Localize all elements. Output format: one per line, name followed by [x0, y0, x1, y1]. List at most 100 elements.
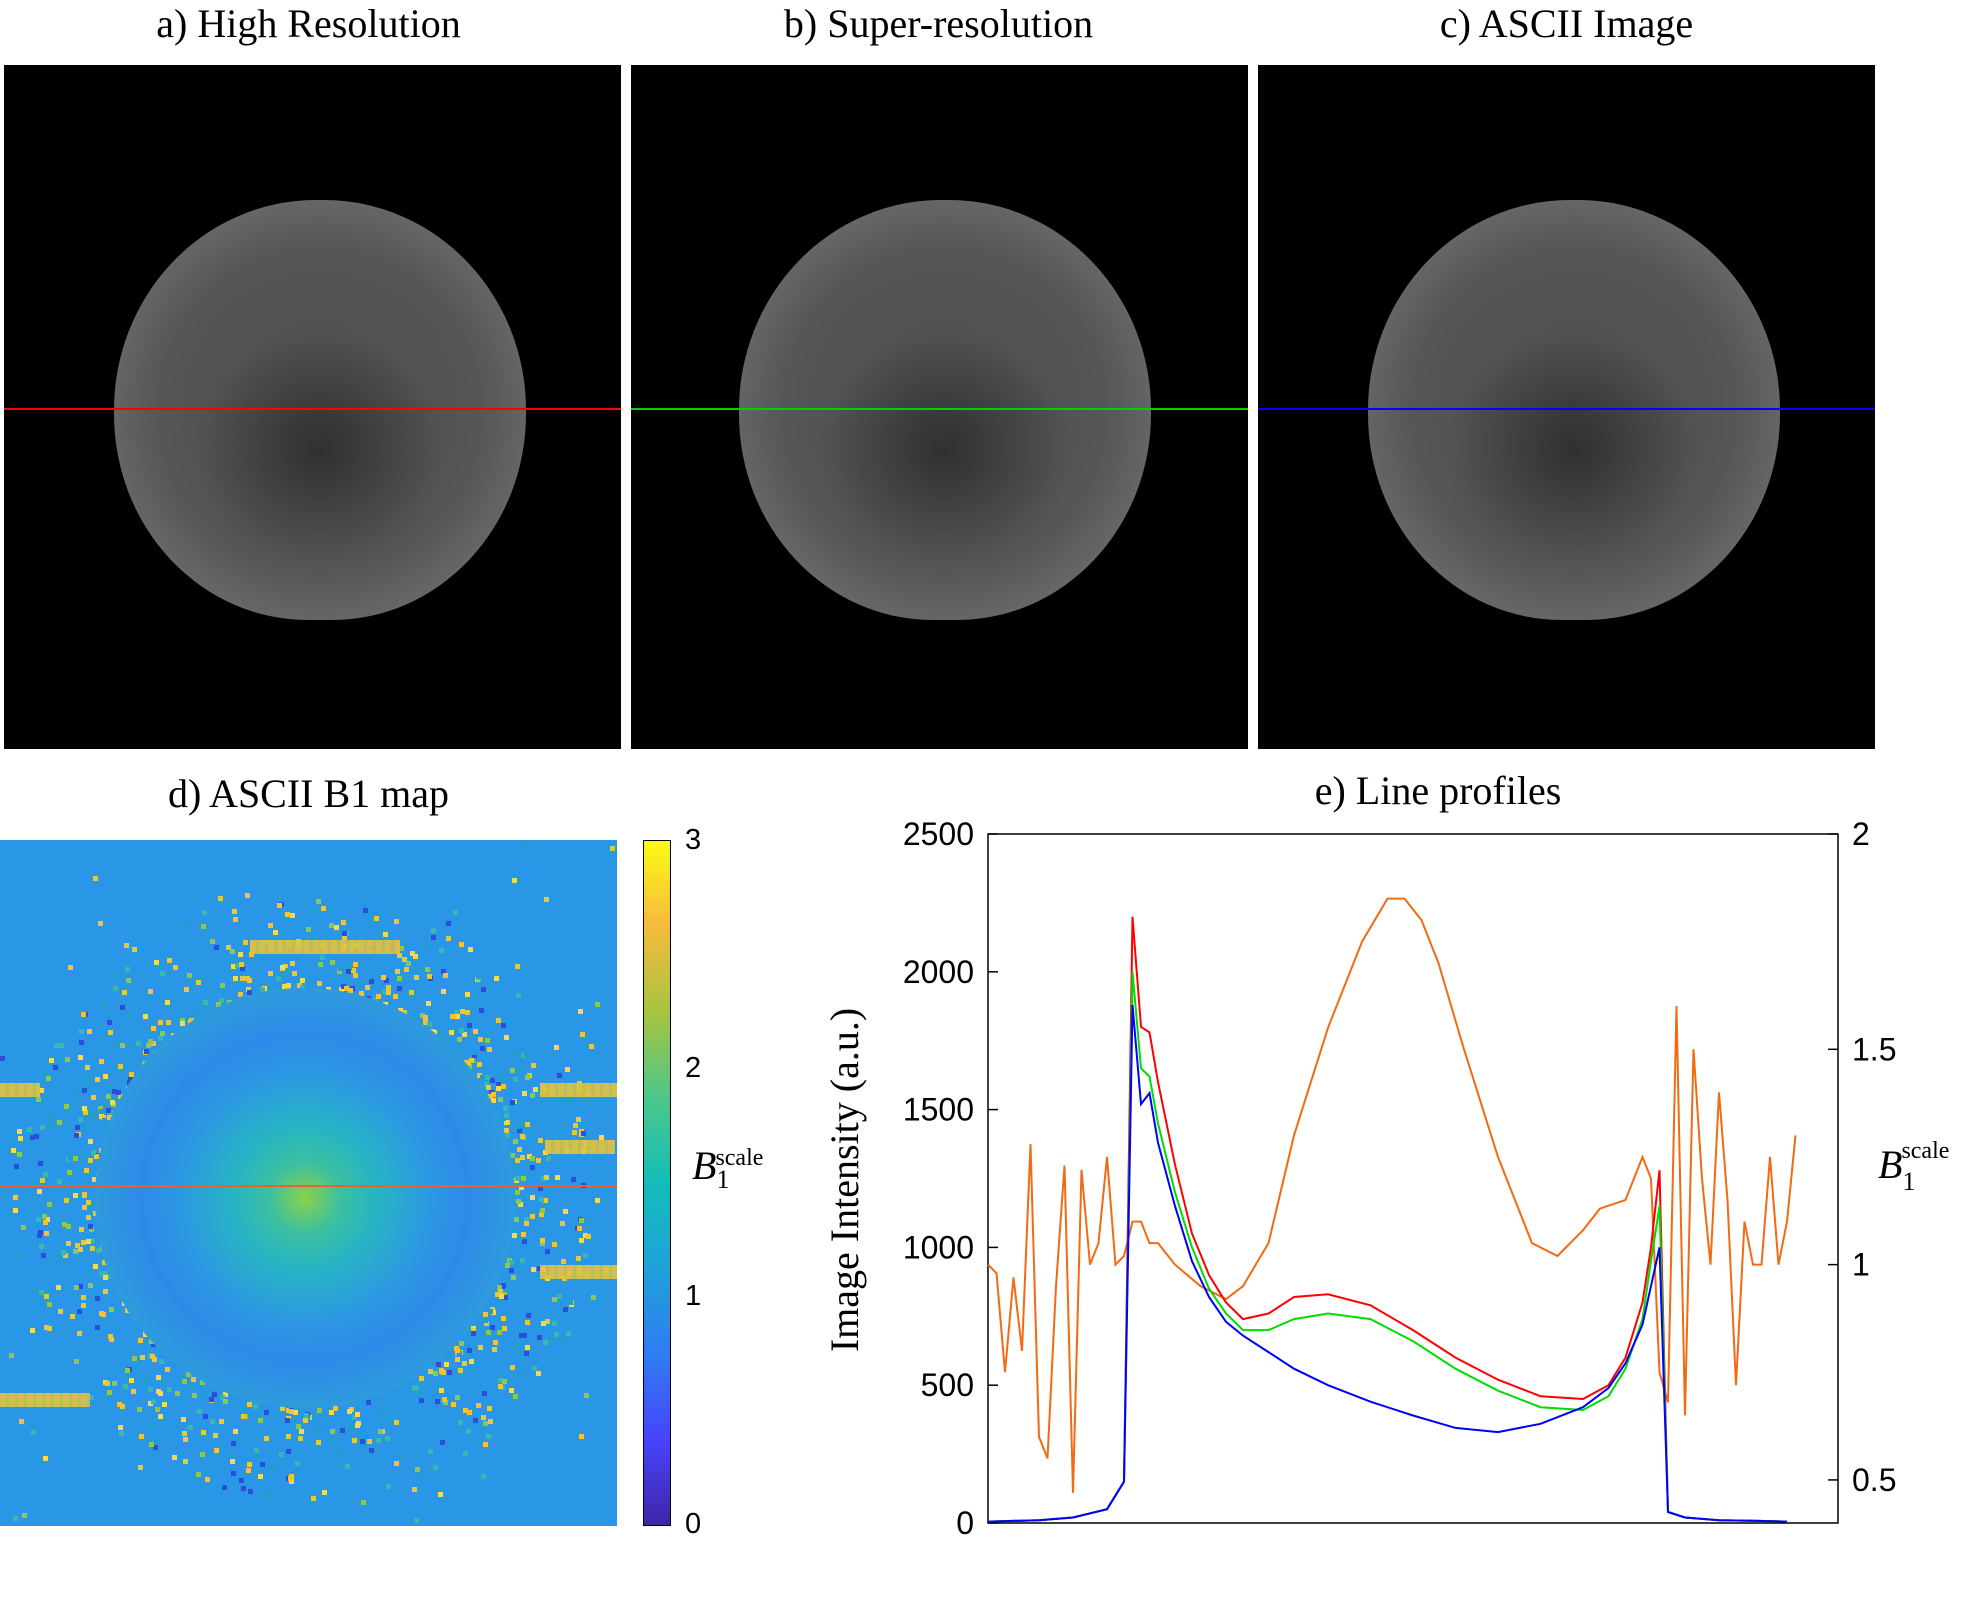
- b1-noise-pixel: [132, 1356, 137, 1361]
- b1-noise-pixel: [182, 1431, 187, 1436]
- panel-d-b1-map-image: [0, 840, 617, 1526]
- b1-noise-pixel: [395, 969, 400, 974]
- b1-noise-pixel: [583, 1253, 588, 1258]
- b1-noise-pixel: [62, 1222, 67, 1227]
- b1-noise-pixel: [43, 1456, 48, 1461]
- b1-noise-pixel: [495, 1292, 500, 1297]
- b1-noise-pixel: [415, 1467, 420, 1472]
- b1-noise-pixel: [394, 1461, 399, 1466]
- b1-noise-pixel: [207, 974, 212, 979]
- b1-noise-pixel: [53, 1065, 58, 1070]
- b1-noise-pixel: [150, 1354, 155, 1359]
- b1-noise-pixel: [382, 989, 387, 994]
- b1-noise-pixel: [486, 1330, 491, 1335]
- b1-noise-pixel: [530, 1195, 535, 1200]
- b1-noise-pixel: [520, 1258, 525, 1263]
- b1-noise-pixel: [77, 1331, 82, 1336]
- b1-noise-pixel: [423, 1020, 428, 1025]
- b1-noise-pixel: [144, 1049, 149, 1054]
- b1-noise-pixel: [515, 1182, 520, 1187]
- b1-noise-pixel: [420, 1013, 425, 1018]
- b1-noise-pixel: [293, 1410, 298, 1415]
- b1-noise-pixel: [502, 1379, 507, 1384]
- b1-noise-pixel: [439, 948, 444, 953]
- b1-noise-pixel: [545, 1319, 550, 1324]
- b1-noise-pixel: [95, 1077, 100, 1082]
- b1-noise-pixel: [317, 981, 322, 986]
- b1-noise-pixel: [210, 1419, 215, 1424]
- b1-noise-pixel: [183, 1459, 188, 1464]
- b1-noise-pixel: [440, 1440, 445, 1445]
- b1-noise-pixel: [439, 1032, 444, 1037]
- b1-noise-pixel: [513, 1139, 518, 1144]
- b1-noise-pixel: [488, 1309, 493, 1314]
- b1-noise-pixel: [339, 987, 344, 992]
- b1-noise-pixel: [138, 1465, 143, 1470]
- b1-noise-pixel: [525, 1122, 530, 1127]
- b1-noise-pixel: [78, 1055, 83, 1060]
- b1-noise-pixel: [425, 967, 430, 972]
- y-axis-label: Image Intensity (a.u.): [822, 1008, 867, 1352]
- b1-noise-pixel: [397, 953, 402, 958]
- b1-noise-pixel: [486, 985, 491, 990]
- panel-b-title: b) Super-resolution: [783, 1, 1094, 46]
- b1-noise-pixel: [378, 1429, 383, 1434]
- b1-edge-streak: [540, 1083, 617, 1097]
- b1-noise-pixel: [58, 1309, 63, 1314]
- b1-noise-pixel: [212, 1392, 217, 1397]
- b1-noise-pixel: [90, 1174, 95, 1179]
- b1-noise-pixel: [485, 1075, 490, 1080]
- b1-noise-pixel: [90, 1246, 95, 1251]
- b1-noise-pixel: [515, 964, 520, 969]
- b1-noise-pixel: [484, 1321, 489, 1326]
- b1-noise-pixel: [86, 1215, 91, 1220]
- b1-noise-pixel: [86, 1200, 91, 1205]
- b1-noise-pixel: [361, 1500, 366, 1505]
- b1-noise-pixel: [18, 1136, 23, 1141]
- b1-noise-pixel: [68, 1156, 73, 1161]
- b1-noise-pixel: [537, 1266, 542, 1271]
- b1-noise-pixel: [536, 1371, 541, 1376]
- b1-noise-pixel: [557, 1294, 562, 1299]
- b1-noise-pixel: [187, 973, 192, 978]
- b1-noise-pixel: [348, 988, 353, 993]
- b1-noise-pixel: [47, 1202, 52, 1207]
- b1-noise-pixel: [201, 1430, 206, 1435]
- b1-noise-pixel: [246, 987, 251, 992]
- b1-noise-pixel: [341, 984, 346, 989]
- b1-noise-pixel: [74, 1133, 79, 1138]
- b1-noise-pixel: [381, 975, 386, 980]
- b1-noise-pixel: [498, 1378, 503, 1383]
- b1-noise-pixel: [90, 1238, 95, 1243]
- b1-noise-pixel: [333, 1406, 338, 1411]
- b1-noise-pixel: [219, 1419, 224, 1424]
- b1-noise-pixel: [258, 1474, 263, 1479]
- phantom-sphere: [114, 200, 526, 620]
- b1-noise-pixel: [213, 1433, 218, 1438]
- b1-noise-pixel: [283, 964, 288, 969]
- b1-noise-pixel: [515, 1176, 520, 1181]
- b1-noise-pixel: [132, 947, 137, 952]
- b1-noise-pixel: [496, 1082, 501, 1087]
- b1-noise-pixel: [402, 957, 407, 962]
- profile-line-red: [4, 408, 621, 410]
- b1-noise-pixel: [273, 930, 278, 935]
- b1-noise-pixel: [289, 1479, 294, 1484]
- b1-noise-pixel: [93, 876, 98, 881]
- b1-noise-pixel: [113, 986, 118, 991]
- b1-noise-pixel: [501, 1283, 506, 1288]
- b1-noise-pixel: [502, 1292, 507, 1297]
- b1-noise-pixel: [459, 942, 464, 947]
- b1-noise-pixel: [196, 1011, 201, 1016]
- b1-noise-pixel: [190, 1383, 195, 1388]
- b1-noise-pixel: [44, 1325, 49, 1330]
- b1-noise-pixel: [40, 1125, 45, 1130]
- b1-noise-pixel: [285, 912, 290, 917]
- b1-noise-pixel: [454, 1010, 459, 1015]
- b1-noise-pixel: [531, 1168, 536, 1173]
- b1-noise-pixel: [247, 990, 252, 995]
- b1-noise-pixel: [261, 1493, 266, 1498]
- b1-noise-pixel: [124, 943, 129, 948]
- b1-noise-pixel: [143, 1014, 148, 1019]
- b1-noise-pixel: [57, 1120, 62, 1125]
